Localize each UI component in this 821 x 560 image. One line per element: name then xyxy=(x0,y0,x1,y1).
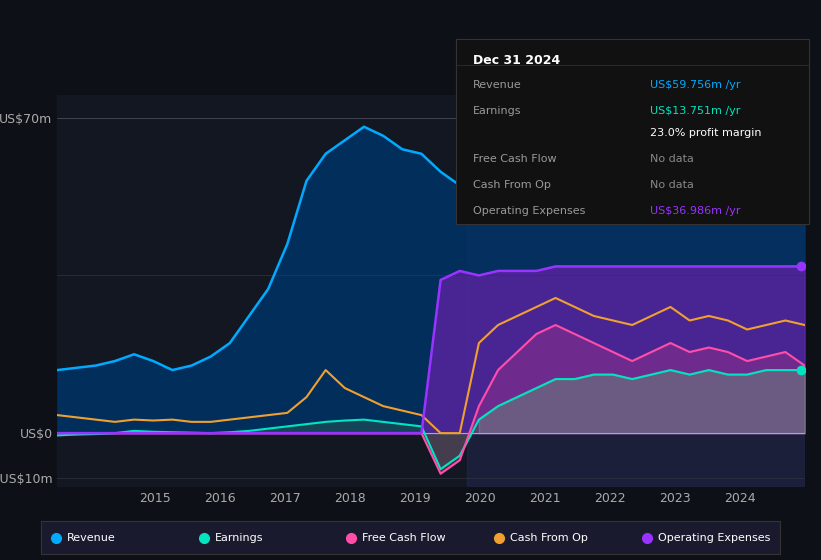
Text: Cash From Op: Cash From Op xyxy=(511,533,588,543)
Text: US$13.751m /yr: US$13.751m /yr xyxy=(650,106,741,116)
Text: Free Cash Flow: Free Cash Flow xyxy=(474,154,557,164)
Text: No data: No data xyxy=(650,180,694,190)
Text: Revenue: Revenue xyxy=(474,80,522,90)
Text: Operating Expenses: Operating Expenses xyxy=(658,533,770,543)
Text: Operating Expenses: Operating Expenses xyxy=(474,206,585,216)
Text: US$36.986m /yr: US$36.986m /yr xyxy=(650,206,741,216)
Text: Earnings: Earnings xyxy=(474,106,522,116)
Text: No data: No data xyxy=(650,154,694,164)
Text: Earnings: Earnings xyxy=(215,533,264,543)
Text: US$59.756m /yr: US$59.756m /yr xyxy=(650,80,741,90)
Text: Free Cash Flow: Free Cash Flow xyxy=(363,533,446,543)
Text: Cash From Op: Cash From Op xyxy=(474,180,551,190)
Text: Dec 31 2024: Dec 31 2024 xyxy=(474,54,561,67)
Text: 23.0% profit margin: 23.0% profit margin xyxy=(650,128,761,138)
Text: Revenue: Revenue xyxy=(67,533,116,543)
Bar xyxy=(467,95,805,487)
